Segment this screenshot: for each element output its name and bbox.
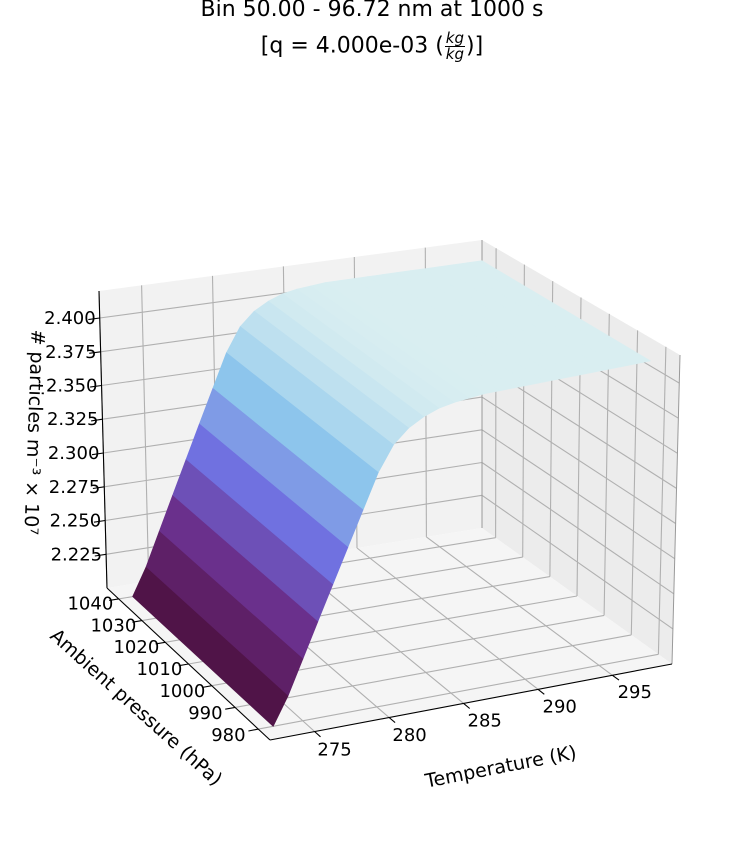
- subtitle-prefix: [q = 4.000e-03 (: [260, 33, 444, 59]
- z-tick-label: 2.225: [51, 544, 103, 565]
- grid-line-y-floor: [235, 634, 632, 708]
- unit-denominator: kg: [445, 45, 465, 63]
- x-tick-mark: [388, 717, 396, 724]
- z-tick-label: 2.400: [44, 308, 96, 329]
- grid-line-z-right: [481, 462, 675, 595]
- y-tick-label: 1010: [136, 659, 182, 680]
- y-tick-mark: [132, 620, 142, 623]
- z-tick-label: 2.275: [49, 477, 101, 498]
- x-tick-label: 280: [392, 725, 426, 746]
- y-tick-label: 1020: [113, 637, 159, 658]
- grid-line-z-right: [481, 429, 676, 560]
- x-axis-label: Temperature (K): [422, 742, 578, 793]
- y-tick-label: 980: [211, 725, 245, 746]
- x-tick-label: 275: [317, 740, 351, 761]
- chart-subtitle: [q = 4.000e-03 (kg kg)]: [0, 31, 744, 62]
- z-tick-mark: [88, 317, 100, 321]
- z-tick-label: 2.300: [48, 443, 100, 464]
- grid-line-x-back: [141, 285, 150, 582]
- surface-patch: [132, 566, 289, 727]
- z-tick-mark: [91, 452, 104, 456]
- grid-line-z-right: [481, 494, 674, 630]
- x-tick-label: 295: [618, 682, 652, 703]
- grid-line-y-back: [657, 346, 667, 655]
- x-axis-line: [269, 663, 673, 741]
- z-tick-mark: [90, 384, 102, 388]
- x-tick-mark: [537, 688, 545, 695]
- subtitle-suffix: )]: [466, 33, 484, 59]
- z-axis-label: # particles m⁻³ × 10⁷: [19, 329, 48, 535]
- x-tick-mark: [612, 674, 620, 681]
- z-tick-mark: [92, 486, 105, 490]
- unit-numerator: kg: [444, 29, 466, 47]
- y-tick-mark: [225, 706, 236, 710]
- grid-line-z-right: [481, 396, 676, 524]
- y-tick-label: 990: [188, 703, 222, 724]
- x-tick-label: 290: [543, 696, 577, 717]
- y-tick-mark: [248, 728, 259, 732]
- y-tick-mark: [178, 663, 189, 667]
- z-tick-mark: [93, 519, 106, 523]
- z-tick-label: 2.375: [45, 342, 97, 363]
- z-tick-label: 2.325: [47, 409, 99, 430]
- x-tick-mark: [463, 702, 471, 709]
- z-axis-line: [98, 290, 108, 589]
- y-tick-label: 1030: [90, 615, 136, 636]
- grid-line-y-back: [630, 330, 639, 635]
- z-tick-mark: [91, 418, 103, 422]
- chart-title: Bin 50.00 - 96.72 nm at 1000 s: [200, 0, 544, 22]
- z-tick-mark: [94, 553, 107, 557]
- y-tick-mark: [201, 685, 212, 689]
- pane-edge: [671, 354, 681, 665]
- x-tick-mark: [314, 731, 321, 738]
- grid-line-y-floor: [258, 653, 659, 730]
- y-tick-label: 1000: [159, 681, 205, 702]
- y-tick-mark: [155, 641, 166, 645]
- z-tick-mark: [89, 351, 101, 354]
- unit-fraction: kg kg: [444, 29, 466, 63]
- x-tick-label: 285: [468, 711, 502, 732]
- y-tick-label: 1040: [67, 593, 113, 614]
- z-tick-label: 2.250: [50, 511, 102, 532]
- z-tick-label: 2.350: [46, 376, 98, 397]
- y-tick-mark: [109, 598, 119, 601]
